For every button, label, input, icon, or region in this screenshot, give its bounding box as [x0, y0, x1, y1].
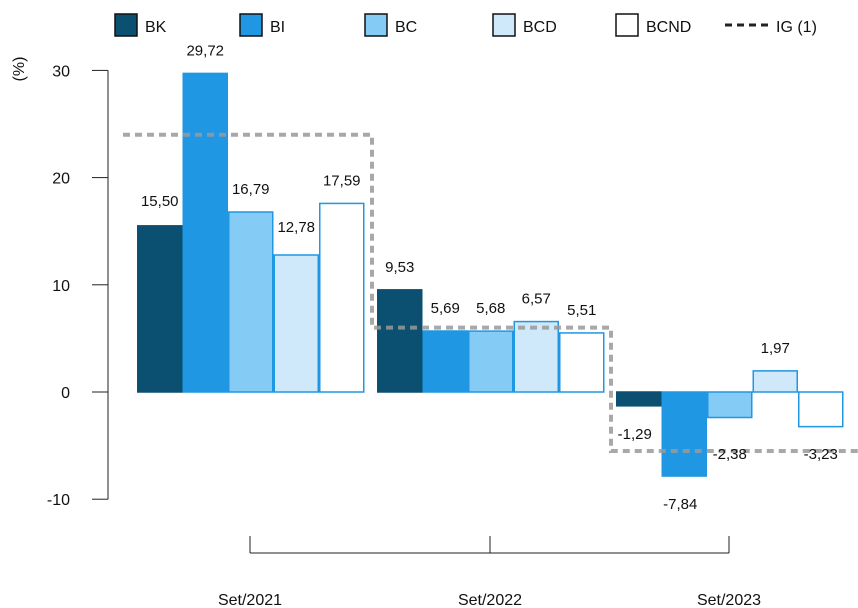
x-category-label: Set/2022 [458, 592, 522, 608]
y-tick-label: 20 [52, 171, 70, 188]
legend-swatch-bcnd [615, 13, 639, 37]
bar-bcnd-set-2022 [559, 332, 605, 393]
x-category-label: Set/2021 [218, 592, 282, 608]
y-tick-label: 30 [52, 63, 70, 80]
bar-bcd-set-2021 [273, 254, 319, 393]
legend-label-bk: BK [145, 19, 167, 36]
bar-bcnd-set-2021 [319, 202, 365, 393]
data-label-bi: 29,72 [186, 42, 224, 59]
bar-bk-set-2021 [137, 225, 183, 393]
bar-bk-set-2023 [616, 391, 662, 407]
bar-bcd-set-2022 [513, 320, 559, 393]
data-label-bcnd: -3,23 [804, 446, 838, 463]
bars [137, 72, 844, 477]
legend-label-bc: BC [395, 19, 417, 36]
data-label-bc: -2,38 [713, 446, 747, 463]
legend-label-bi: BI [270, 19, 285, 36]
data-label-bk: 15,50 [141, 193, 179, 210]
y-axis: 30 20 10 0 -10 [47, 63, 109, 509]
data-label-bk: 9,53 [385, 259, 414, 276]
data-label-bcd: 6,57 [522, 291, 551, 308]
legend-swatch-bk [114, 13, 138, 37]
ig-reference-line [123, 132, 858, 453]
x-axis: Set/2021 Set/2022 Set/2023 [218, 536, 761, 608]
bar-bi-set-2022 [422, 330, 468, 393]
legend: BK BI BC BCD BCND IG (1) [114, 13, 817, 37]
bar-bi-set-2023 [661, 391, 707, 477]
data-label-bi: -7,84 [663, 496, 697, 513]
y-axis-title: (%) [11, 57, 28, 82]
data-label-bi: 5,69 [431, 300, 460, 317]
bar-bcd-set-2023 [752, 370, 798, 393]
legend-swatch-bc [364, 13, 388, 37]
y-tick-label: 0 [61, 385, 70, 402]
legend-label-bcnd: BCND [646, 19, 691, 36]
bar-bc-set-2022 [468, 330, 514, 393]
bar-bi-set-2021 [182, 72, 228, 393]
data-label-bc: 16,79 [232, 181, 270, 198]
x-category-label: Set/2023 [697, 592, 761, 608]
legend-swatch-bi [239, 13, 263, 37]
data-label-bc: 5,68 [476, 300, 505, 317]
bar-bc-set-2021 [228, 211, 274, 393]
reference-line [123, 132, 858, 453]
data-label-bcd: 1,97 [761, 340, 790, 357]
legend-label-bcd: BCD [523, 19, 557, 36]
legend-label-ig: IG (1) [776, 19, 817, 36]
data-label-bk: -1,29 [618, 426, 652, 443]
bar-bk-set-2022 [377, 289, 423, 393]
bar-bc-set-2023 [707, 391, 753, 419]
y-tick-label: 10 [52, 278, 70, 295]
data-label-bcnd: 17,59 [323, 172, 361, 189]
data-label-bcnd: 5,51 [567, 302, 596, 319]
y-tick-label: -10 [47, 492, 70, 509]
bar-bcnd-set-2023 [798, 391, 844, 428]
data-label-bcd: 12,78 [277, 219, 315, 236]
data-labels: 15,50 9,53 -1,29 29,72 5,69 -7,84 16,79 5,68 -2,… [141, 42, 838, 513]
legend-swatch-bcd [492, 13, 516, 37]
